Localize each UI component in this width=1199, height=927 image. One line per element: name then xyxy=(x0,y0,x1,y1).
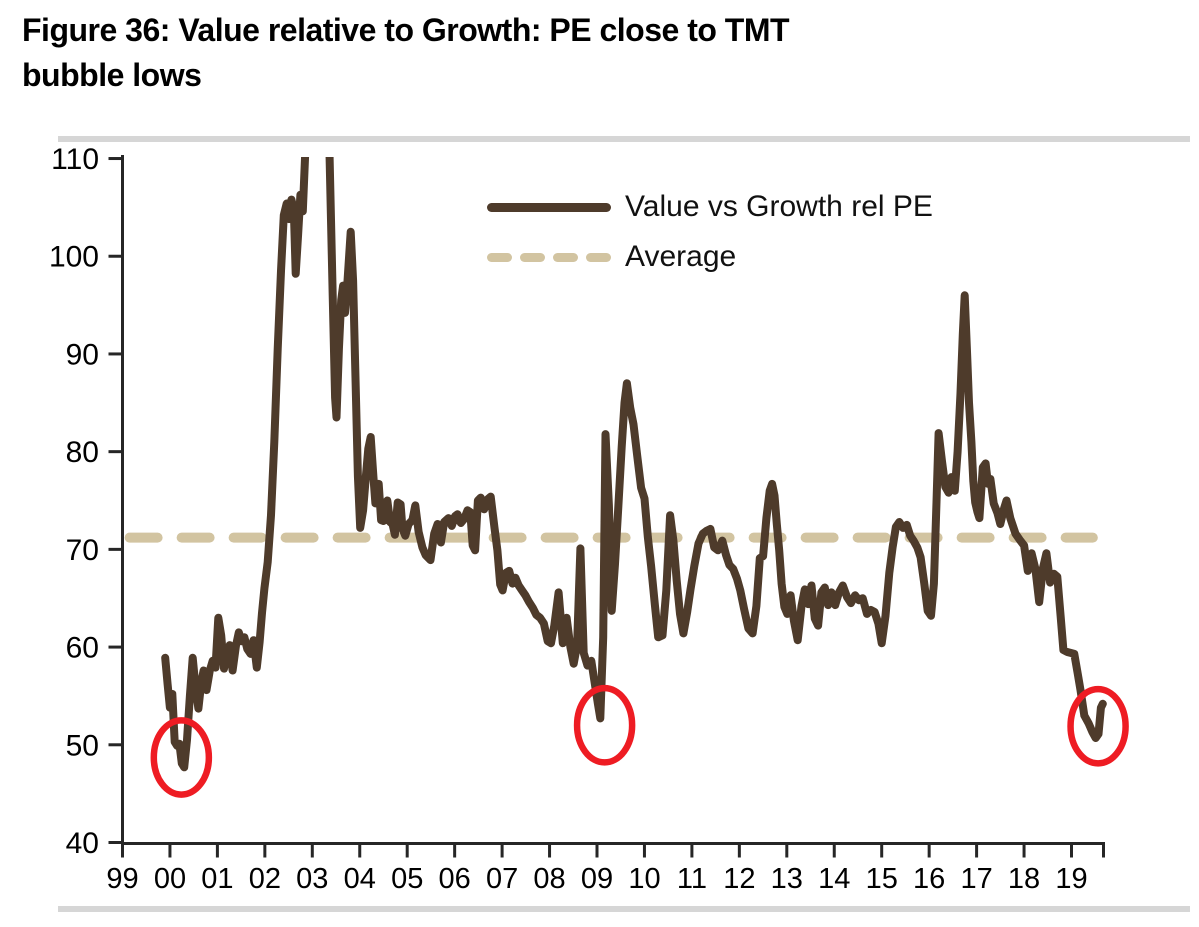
x-tick-label: 08 xyxy=(533,863,565,895)
x-tick-label: 01 xyxy=(201,863,233,895)
chart-legend: Value vs Growth rel PE Average xyxy=(487,189,933,275)
y-tick-label: 60 xyxy=(66,632,99,665)
x-tick-label: 03 xyxy=(296,863,328,895)
figure-title-line1: Figure 36: Value relative to Growth: PE … xyxy=(22,12,790,48)
top-divider-rule xyxy=(58,136,1190,142)
x-tick-label: 00 xyxy=(154,863,186,895)
y-tick-label: 50 xyxy=(66,729,99,762)
figure-title-line2: bubble lows xyxy=(22,57,202,93)
x-tick-label: 07 xyxy=(486,863,518,895)
x-tick-label: 19 xyxy=(1055,863,1087,895)
tmt-low-circle xyxy=(150,717,213,798)
y-tick-label: 90 xyxy=(66,338,99,371)
y-tick-label: 80 xyxy=(66,436,99,469)
legend-label-average: Average xyxy=(625,240,737,273)
figure-title: Figure 36: Value relative to Growth: PE … xyxy=(22,8,1142,98)
x-tick-label: 16 xyxy=(913,863,945,895)
y-tick-label: 110 xyxy=(51,143,99,176)
y-tick-label: 40 xyxy=(66,827,99,860)
x-tick-label: 04 xyxy=(344,863,376,895)
legend-item-value-line: Value vs Growth rel PE xyxy=(487,189,933,225)
y-tick-label: 100 xyxy=(49,241,99,274)
dashed-line-swatch-icon xyxy=(487,252,611,262)
x-tick-label: 11 xyxy=(677,863,707,895)
legend-item-average: Average xyxy=(487,239,933,275)
x-tick-label: 99 xyxy=(106,863,138,895)
tmt-low-circle xyxy=(573,684,636,766)
x-tick-label: 14 xyxy=(818,863,850,895)
x-tick-label: 17 xyxy=(960,863,992,895)
x-tick-label: 05 xyxy=(391,863,423,895)
x-tick-label: 18 xyxy=(1008,863,1040,895)
x-tick-label: 06 xyxy=(439,863,471,895)
x-tick-label: 10 xyxy=(628,863,660,895)
x-tick-label: 15 xyxy=(866,863,898,895)
solid-line-swatch-icon xyxy=(487,202,611,212)
x-tick-label: 09 xyxy=(581,863,613,895)
value-vs-growth-line xyxy=(161,157,1107,772)
x-tick-label: 13 xyxy=(771,863,803,895)
legend-label-value-line: Value vs Growth rel PE xyxy=(625,190,933,223)
y-tick-label: 70 xyxy=(66,534,99,567)
x-tick-label: 12 xyxy=(723,863,755,895)
bottom-divider-rule xyxy=(58,906,1190,912)
x-tick-label: 02 xyxy=(249,863,281,895)
tmt-low-circle xyxy=(1067,685,1129,767)
